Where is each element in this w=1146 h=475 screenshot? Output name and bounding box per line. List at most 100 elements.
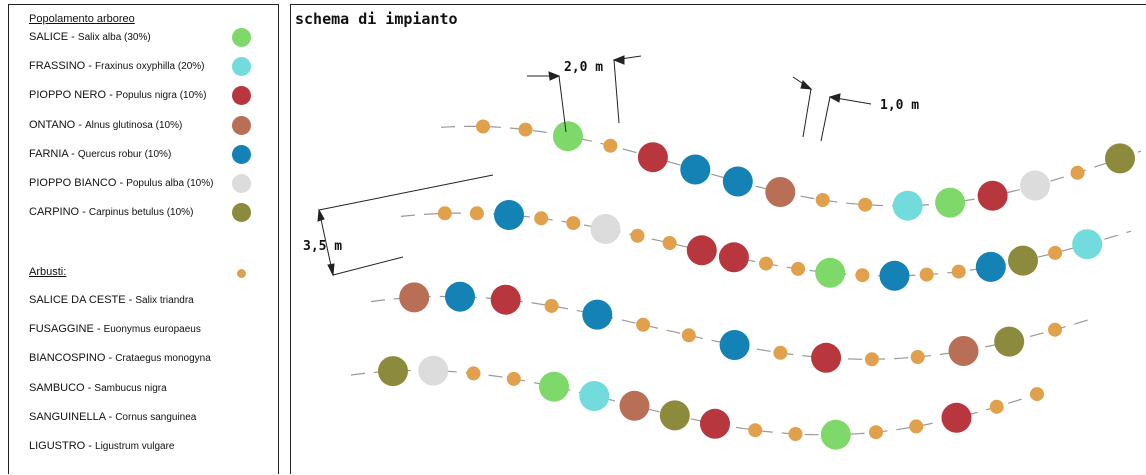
- tree-color-swatch: [232, 144, 251, 164]
- pioppo-nero-tree-mark: [637, 142, 668, 173]
- tree-common-name: FRASSINO -: [29, 60, 96, 73]
- shrub-mark: [909, 419, 924, 434]
- tree-legend-label: FRASSINO - Fraxinus oxyphilla (20%): [29, 60, 205, 72]
- shrub-mark: [466, 366, 481, 381]
- tree-latin-name: Carpinus betulus (10%): [88, 207, 194, 219]
- tree-common-name: ONTANO -: [29, 118, 86, 131]
- tree-legend-label: ONTANO - Alnus glutinosa (10%): [29, 119, 182, 131]
- tree-color-swatch: [232, 28, 251, 47]
- row-spacing-extension-line: [332, 256, 404, 276]
- tree-common-name: PIOPPO NERO -: [29, 89, 116, 102]
- pioppo-nero-tree-mark: [700, 408, 730, 439]
- shrub-mark: [773, 345, 788, 360]
- tree-common-name: CARPINO -: [29, 206, 89, 219]
- carpino-tree-mark: [1105, 143, 1135, 174]
- shrub-spacing-extension-line: [802, 88, 812, 138]
- tree-common-name: SALICE -: [29, 31, 78, 43]
- pioppo-bianco-tree-mark: [1020, 170, 1051, 201]
- shrub-mark: [989, 399, 1004, 414]
- shrub-mark: [534, 211, 549, 226]
- frassino-tree-mark: [1072, 229, 1103, 260]
- shrub-legend-label: SALICE DA CESTE - Salix triandra: [29, 294, 194, 306]
- shrub-mark: [951, 264, 966, 279]
- tree-color-swatch: [232, 174, 251, 193]
- pioppo-nero-tree-mark: [811, 342, 842, 373]
- tree-latin-name: Salix alba (30%): [77, 32, 151, 43]
- pioppo-bianco-tree-mark: [590, 214, 621, 244]
- shrub-mark: [864, 352, 879, 367]
- shrubs-heading: Arbusti:: [29, 266, 67, 278]
- tree-common-name: FARNIA -: [29, 147, 78, 160]
- shrub-latin-name: Sambucus nigra: [94, 382, 167, 394]
- tree-legend-label: PIOPPO NERO - Populus nigra (10%): [29, 89, 206, 101]
- carpino-tree-mark: [378, 356, 408, 387]
- shrub-mark: [630, 228, 645, 243]
- shrub-legend-label: BIANCOSPINO - Crataegus monogyna: [29, 352, 211, 364]
- tree-latin-name: Populus nigra (10%): [115, 90, 207, 102]
- shrub-mark: [603, 138, 618, 153]
- shrub-common-name: BIANCOSPINO -: [29, 352, 116, 365]
- tree-latin-name: Alnus glutinosa (10%): [85, 119, 183, 131]
- pioppo-nero-tree-mark: [941, 402, 972, 433]
- shrub-mark: [1070, 165, 1085, 180]
- tree-color-swatch: [232, 86, 251, 106]
- carpino-tree-mark: [1008, 245, 1038, 276]
- shrub-spacing-arrowhead: [800, 80, 841, 103]
- salice-tree-mark: [552, 121, 583, 152]
- shrub-mark: [469, 206, 484, 221]
- shrub-spacing-extension-line: [820, 96, 831, 142]
- row-spacing-extension-line: [318, 174, 494, 211]
- shrub-mark: [518, 122, 533, 137]
- shrub-mark: [869, 425, 883, 440]
- shrub-legend-label: SANGUINELLA - Cornus sanguinea: [29, 411, 196, 423]
- shrub-mark: [506, 371, 521, 386]
- shrub-common-name: SANGUINELLA -: [29, 410, 116, 423]
- pioppo-nero-tree-mark: [490, 284, 521, 315]
- shrub-mark: [437, 206, 452, 221]
- shrub-mark: [759, 256, 773, 271]
- farnia-tree-mark: [494, 200, 524, 230]
- salice-tree-mark: [539, 371, 569, 402]
- shrub-mark: [1048, 245, 1063, 260]
- shrub-mark: [910, 350, 925, 364]
- legend-panel: Popolamento arboreo SALICE - Salix alba (…: [8, 4, 279, 474]
- shrub-mark: [791, 261, 806, 276]
- shrub-mark: [788, 427, 803, 441]
- pioppo-nero-tree-mark: [718, 242, 749, 273]
- tree-color-swatch: [232, 57, 251, 77]
- shrub-color-swatch: [237, 269, 246, 278]
- shrub-mark: [681, 328, 696, 343]
- tree-spacing-label: 2,0 m: [564, 60, 603, 75]
- farnia-tree-mark: [445, 281, 475, 312]
- planting-scheme-panel: schema di impianto 2,0 m 1,0 m 3,5 m: [290, 4, 1146, 474]
- farnia-tree-mark: [975, 251, 1006, 282]
- row-spacing-arrowhead: [317, 208, 335, 277]
- tree-spacing-extension-line: [558, 75, 567, 133]
- salice-tree-mark: [935, 187, 966, 218]
- shrub-mark: [476, 119, 490, 134]
- tree-spacing-arrowhead: [548, 55, 625, 81]
- tree-common-name: PIOPPO BIANCO -: [29, 177, 127, 189]
- trees-heading: Popolamento arboreo: [29, 13, 135, 25]
- shrub-spacing-dimension-line: [792, 76, 872, 105]
- shrub-common-name: SAMBUCO -: [29, 381, 95, 394]
- tree-spacing-extension-line: [613, 59, 620, 124]
- shrub-legend-label: LIGUSTRO - Ligustrum vulgare: [29, 440, 175, 452]
- tree-latin-name: Quercus robur (10%): [77, 148, 172, 160]
- shrub-latin-name: Crataegus monogyna: [115, 353, 211, 365]
- shrub-mark: [919, 267, 934, 282]
- pioppo-bianco-tree-mark: [418, 355, 449, 386]
- shrub-legend-label: SAMBUCO - Sambucus nigra: [29, 382, 167, 394]
- tree-color-swatch: [232, 115, 251, 135]
- shrub-legend-label: FUSAGGINE - Euonymus europaeus: [29, 323, 201, 335]
- shrub-common-name: SALICE DA CESTE -: [29, 294, 136, 306]
- shrub-spacing-label: 1,0 m: [880, 98, 919, 113]
- shrub-latin-name: Salix triandra: [135, 295, 194, 306]
- tree-legend-label: CARPINO - Carpinus betulus (10%): [29, 206, 193, 218]
- carpino-tree-mark: [659, 400, 690, 431]
- pioppo-nero-tree-mark: [686, 235, 717, 266]
- shrub-latin-name: Cornus sanguinea: [115, 411, 197, 423]
- farnia-tree-mark: [719, 330, 750, 360]
- shrub-mark: [1048, 322, 1062, 337]
- shrub-latin-name: Euonymus europaeus: [103, 324, 201, 336]
